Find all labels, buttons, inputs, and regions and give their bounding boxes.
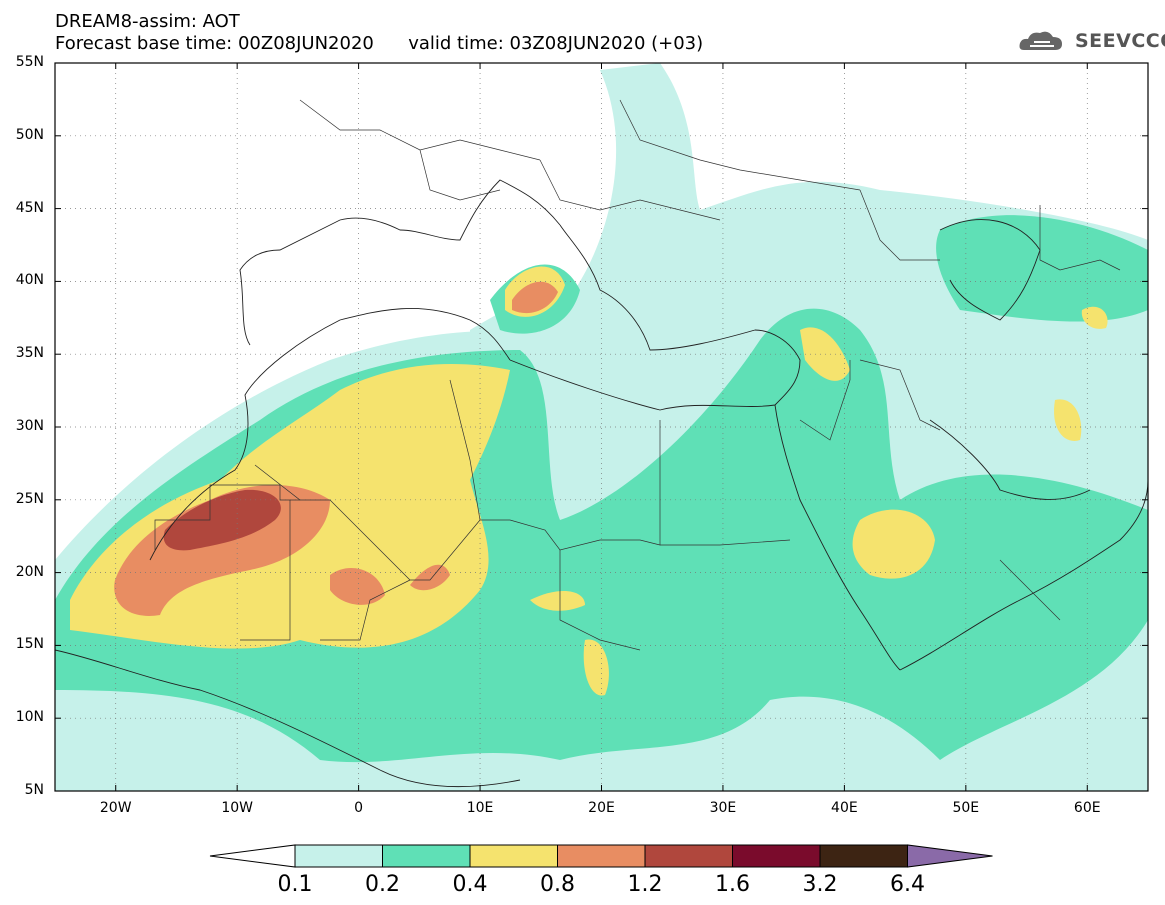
- colorbar-label: 6.4: [890, 872, 925, 897]
- borders: [154, 99, 1121, 651]
- lon-label: 10W: [221, 800, 253, 816]
- colorbar-label: 0.2: [365, 872, 400, 897]
- lat-label: 15N: [15, 636, 44, 653]
- lon-label: 0: [354, 800, 364, 816]
- lat-label: 25N: [15, 490, 44, 507]
- colorbar-label: 3.2: [802, 872, 838, 897]
- colorbar-swatch: [819, 844, 908, 868]
- colorbar-label: 0.1: [277, 872, 313, 897]
- colorbar-swatch: [382, 844, 471, 868]
- colorbar-label: 1.6: [715, 872, 750, 897]
- lat-label: 40N: [15, 272, 44, 289]
- time-info: Forecast base time: 00Z08JUN2020 valid t…: [55, 34, 703, 54]
- colorbar-swatch: [294, 844, 383, 868]
- cloud-logo-icon: [1019, 31, 1062, 50]
- lat-label: 30N: [15, 418, 44, 434]
- colorbar: [209, 844, 993, 868]
- axis-ticks: [55, 62, 1148, 792]
- colorbar-label: 0.8: [540, 872, 575, 897]
- colorbar-low-triangle: [209, 844, 296, 868]
- lon-label: 50E: [952, 800, 980, 816]
- lon-label: 20E: [588, 800, 615, 816]
- lon-label: 40E: [831, 800, 858, 816]
- colorbar-label: 0.4: [452, 872, 488, 897]
- lat-label: 45N: [15, 199, 44, 216]
- lon-label: 20W: [99, 800, 132, 816]
- lat-label: 20N: [15, 563, 44, 580]
- aot-field: [55, 63, 1148, 791]
- lat-label: 55N: [15, 54, 44, 70]
- lon-label: 30E: [709, 800, 737, 816]
- lon-label: 60E: [1073, 800, 1101, 816]
- colorbar-high-triangle: [907, 844, 993, 868]
- coastlines: [55, 179, 1148, 787]
- lat-label: 10N: [15, 709, 44, 726]
- colorbar-swatch: [557, 844, 646, 868]
- colorbar-swatch: [469, 844, 558, 868]
- base-time-label: Forecast base time: 00Z08JUN2020: [55, 33, 374, 54]
- logo-text: SEEVCCC: [1075, 30, 1165, 52]
- lat-label: 5N: [24, 782, 44, 798]
- colorbar-label: 1.2: [627, 872, 663, 897]
- valid-time-label: valid time: 03Z08JUN2020 (+03): [408, 33, 704, 54]
- colorbar-swatch: [732, 844, 821, 868]
- map-title: DREAM8-assim: AOT: [55, 11, 240, 32]
- lon-label: 10E: [466, 800, 494, 816]
- lat-label: 35N: [15, 345, 44, 362]
- lat-label: 50N: [15, 126, 44, 143]
- colorbar-swatch: [644, 844, 733, 868]
